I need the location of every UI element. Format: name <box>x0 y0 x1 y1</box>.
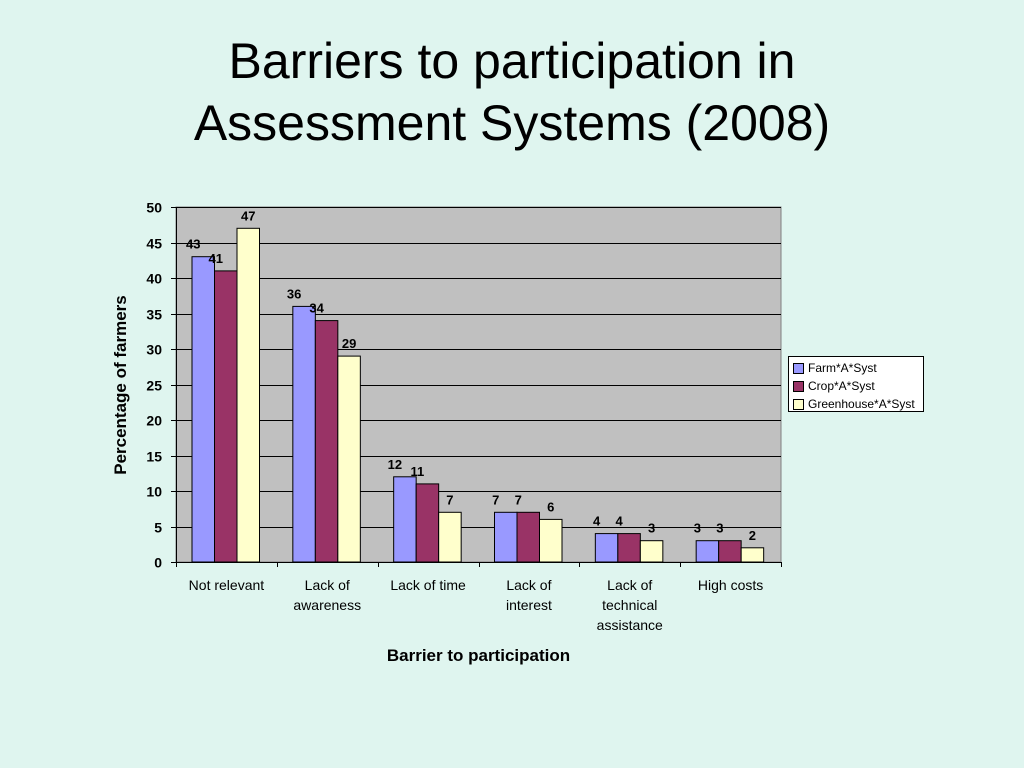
bar <box>191 256 215 563</box>
x-tick-label: awareness <box>293 597 361 613</box>
y-tick-label: 0 <box>154 555 162 571</box>
y-tick-label: 15 <box>146 449 162 465</box>
legend-label-crop: Crop*A*Syst <box>808 379 875 393</box>
x-axis-title: Barrier to participation <box>387 646 570 665</box>
legend-swatch-greenhouse <box>793 398 804 410</box>
x-tick-label: Lack of <box>506 577 551 593</box>
bar <box>292 305 316 563</box>
legend-swatch-farm <box>793 362 804 374</box>
data-label: 34 <box>309 301 324 316</box>
data-label: 7 <box>446 492 453 507</box>
slide-title-line-1: Barriers to participation in <box>228 33 796 89</box>
legend-label-greenhouse: Greenhouse*A*Syst <box>808 397 915 411</box>
bar <box>617 533 641 563</box>
bar <box>695 540 720 563</box>
y-tick-label: 20 <box>146 413 162 429</box>
chart-legend: Farm*A*Syst Crop*A*Syst Greenhouse*A*Sys… <box>788 356 924 412</box>
data-label: 3 <box>648 521 655 536</box>
legend-swatch-crop <box>793 380 804 392</box>
bar <box>718 540 742 563</box>
x-tick-label: assistance <box>597 617 663 633</box>
data-label: 6 <box>547 499 554 514</box>
data-label: 4 <box>593 514 601 529</box>
legend-item-crop: Crop*A*Syst <box>793 377 923 395</box>
bar <box>214 270 238 563</box>
y-tick-label: 5 <box>154 520 162 536</box>
x-tick-label: interest <box>506 597 552 613</box>
legend-item-farm: Farm*A*Syst <box>793 359 923 377</box>
bar <box>393 476 417 563</box>
y-axis-title: Percentage of farmers <box>111 295 130 475</box>
bar <box>494 511 518 563</box>
x-tick-label: technical <box>602 597 657 613</box>
data-label: 12 <box>388 457 402 472</box>
x-tick-label: Lack of <box>607 577 652 593</box>
y-tick-label: 35 <box>146 307 162 323</box>
x-tick-label: Not relevant <box>189 577 265 593</box>
bar <box>337 355 361 563</box>
bar <box>438 511 462 563</box>
data-label: 7 <box>515 492 522 507</box>
y-tick-label: 30 <box>146 342 162 358</box>
bar <box>740 547 765 563</box>
y-tick-label: 40 <box>146 271 162 287</box>
bar <box>236 227 260 563</box>
data-label: 43 <box>186 237 200 252</box>
data-label: 47 <box>241 208 255 223</box>
bar <box>415 483 440 563</box>
plot-area <box>175 206 782 563</box>
slide-title-line-2: Assessment Systems (2008) <box>193 95 831 151</box>
y-tick-label: 50 <box>146 200 162 216</box>
bar <box>639 540 664 563</box>
data-label: 11 <box>411 464 425 479</box>
data-label: 4 <box>615 514 623 529</box>
data-label: 2 <box>749 528 756 543</box>
bar <box>539 518 563 563</box>
bar <box>594 533 619 563</box>
x-tick-label: High costs <box>698 577 763 593</box>
slide-title: Barriers to participation in Assessment … <box>0 30 1024 154</box>
data-label: 29 <box>342 336 356 351</box>
y-tick-label: 10 <box>146 484 162 500</box>
legend-label-farm: Farm*A*Syst <box>808 361 877 375</box>
x-tick-label: Lack of time <box>390 577 466 593</box>
legend-item-greenhouse: Greenhouse*A*Syst <box>793 395 923 413</box>
bar <box>314 320 339 563</box>
bar <box>516 511 540 563</box>
data-label: 3 <box>716 521 723 536</box>
x-tick-label: Lack of <box>305 577 350 593</box>
data-label: 3 <box>694 521 701 536</box>
y-tick-label: 45 <box>146 236 162 252</box>
y-tick-label: 25 <box>146 378 162 394</box>
data-label: 7 <box>492 492 499 507</box>
data-label: 36 <box>287 286 301 301</box>
data-label: 41 <box>209 251 223 266</box>
